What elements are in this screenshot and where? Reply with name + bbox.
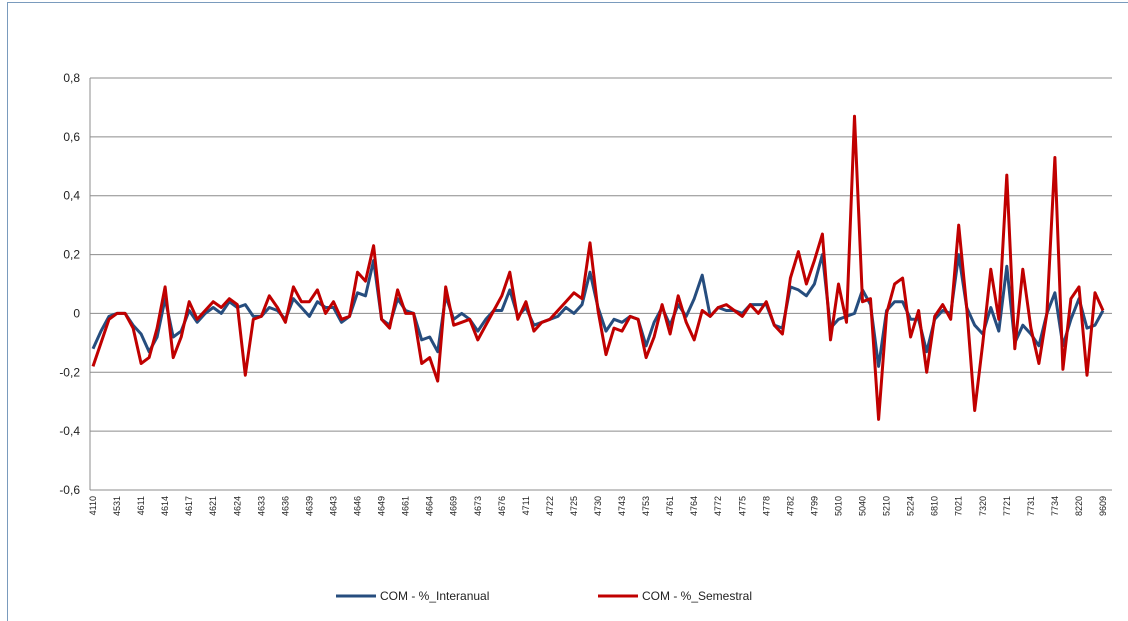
x-tick-label: 9609 [1098, 496, 1108, 516]
x-tick-label: 4624 [232, 496, 242, 516]
x-tick-label: 4636 [280, 496, 290, 516]
x-tick-label: 4676 [497, 496, 507, 516]
x-tick-label: 4730 [593, 496, 603, 516]
x-tick-label: 4669 [449, 496, 459, 516]
x-tick-label: 4639 [304, 496, 314, 516]
x-tick-label: 5010 [833, 496, 843, 516]
x-tick-label: 4531 [112, 496, 122, 516]
y-tick-label: 0,2 [63, 248, 80, 262]
x-tick-label: 4761 [665, 496, 675, 516]
x-tick-label: 7021 [954, 496, 964, 516]
x-tick-label: 8220 [1074, 496, 1084, 516]
x-tick-label: 4673 [473, 496, 483, 516]
x-tick-label: 4778 [761, 496, 771, 516]
x-tick-label: 7731 [1026, 496, 1036, 516]
x-tick-label: 4722 [545, 496, 555, 516]
x-tick-label: 4743 [617, 496, 627, 516]
x-tick-label: 4646 [353, 496, 363, 516]
y-tick-label: -0,2 [59, 365, 80, 379]
x-tick-label: 4617 [184, 496, 194, 516]
x-tick-label: 6810 [930, 496, 940, 516]
x-tick-label: 4649 [377, 496, 387, 516]
x-tick-label: 4775 [737, 496, 747, 516]
legend-label: COM - %_Semestral [642, 589, 752, 603]
x-tick-label: 4753 [641, 496, 651, 516]
x-tick-label: 5040 [858, 496, 868, 516]
x-tick-label: 5224 [906, 496, 916, 516]
x-tick-label: 4664 [425, 496, 435, 516]
x-tick-label: 4611 [136, 496, 146, 515]
x-tick-label: 4643 [328, 496, 338, 516]
x-tick-label: 4614 [160, 496, 170, 516]
legend-label: COM - %_Interanual [380, 589, 489, 603]
x-tick-label: 4661 [401, 496, 411, 516]
x-tick-label: 4725 [569, 496, 579, 516]
y-tick-label: 0,6 [63, 130, 80, 144]
y-tick-label: 0 [73, 306, 80, 320]
x-tick-label: 4764 [689, 496, 699, 516]
x-tick-label: 7734 [1050, 496, 1060, 516]
y-tick-label: 0,8 [63, 71, 80, 85]
x-tick-label: 4633 [256, 496, 266, 516]
x-tick-label: 4711 [521, 496, 531, 515]
x-tick-label: 4110 [88, 496, 98, 515]
y-tick-label: 0,4 [63, 189, 80, 203]
x-tick-label: 7320 [978, 496, 988, 516]
x-tick-label: 4621 [208, 496, 218, 516]
x-tick-label: 5210 [882, 496, 892, 516]
y-tick-label: -0,6 [59, 483, 80, 497]
x-tick-label: 4782 [785, 496, 795, 516]
x-tick-label: 4799 [809, 496, 819, 516]
chart-border [7, 2, 1128, 621]
x-tick-label: 4772 [713, 496, 723, 516]
y-tick-label: -0,4 [59, 424, 80, 438]
x-tick-label: 7721 [1002, 496, 1012, 516]
series-line [91, 114, 1105, 421]
